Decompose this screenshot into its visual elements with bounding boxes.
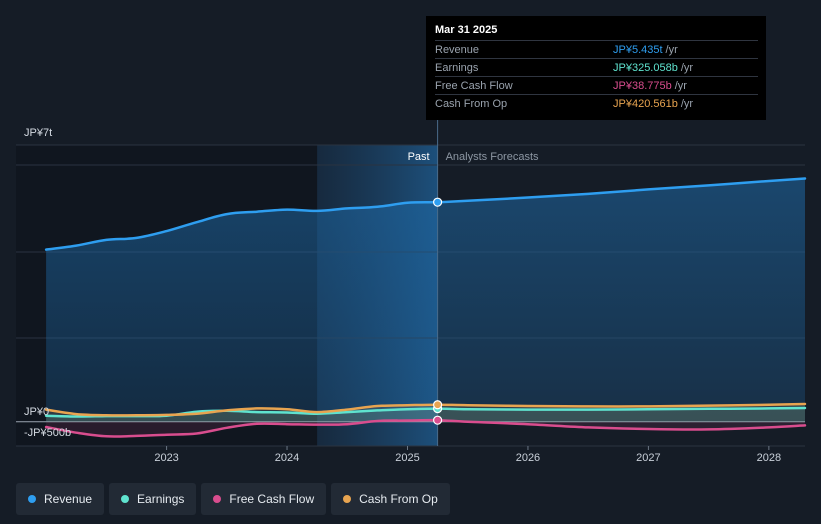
- tooltip-unit: /yr: [680, 97, 694, 110]
- series-area-revenue: [46, 178, 806, 422]
- tooltip-label: Cash From Op: [435, 97, 508, 110]
- series-area-free-cash-flow: [46, 420, 806, 437]
- x-tick-label: 2027: [636, 452, 660, 464]
- tooltip-row-free-cash-flow: Free Cash Flow JP¥38.775b /yr: [435, 76, 758, 94]
- legend-label: Earnings: [137, 492, 185, 506]
- x-tick-label: 2026: [516, 452, 540, 464]
- legend-label: Revenue: [44, 492, 93, 506]
- x-tick-label: 2024: [275, 452, 299, 464]
- chart-canvas: 2023 2024 2025 2026 2027 2028 JP¥7t JP¥0 -JP¥…: [16, 16, 807, 464]
- tooltip-row-revenue: Revenue JP¥5.435t /yr: [435, 40, 758, 58]
- y-axis-negative-label: -JP¥500b: [24, 427, 71, 439]
- x-tick-label: 2023: [154, 452, 178, 464]
- x-axis: 2023 2024 2025 2026 2027 2028: [154, 446, 781, 464]
- tooltip-label: Revenue: [435, 43, 480, 56]
- marker-revenue: [433, 197, 443, 207]
- tooltip-value: JP¥420.561b: [613, 97, 678, 110]
- tooltip-row-cash-from-op: Cash From Op JP¥420.561b /yr: [435, 94, 758, 112]
- marker-free-cash-flow: [433, 415, 443, 425]
- past-label: Past: [408, 151, 430, 163]
- legend-item-revenue[interactable]: Revenue: [16, 483, 105, 515]
- tooltip-unit: /yr: [680, 61, 694, 74]
- tooltip-row-earnings: Earnings JP¥325.058b /yr: [435, 58, 758, 76]
- tooltip-date: Mar 31 2025: [435, 24, 498, 36]
- legend-item-free-cash-flow[interactable]: Free Cash Flow: [201, 483, 327, 515]
- series-line-cash-from-op: [44, 402, 807, 417]
- series-lines: [44, 177, 807, 438]
- tooltip-label: Free Cash Flow: [435, 79, 513, 92]
- legend-dot-icon: [28, 495, 36, 503]
- legend-dot-icon: [343, 495, 352, 503]
- legend-label: Cash From Op: [359, 492, 438, 506]
- marker-cash-from-op: [433, 400, 443, 410]
- legend-label: Free Cash Flow: [229, 492, 315, 506]
- series-line-revenue: [44, 177, 807, 251]
- chart-legend: Revenue Earnings Free Cash Flow Cash Fro…: [16, 483, 450, 515]
- tooltip-value: JP¥38.775b: [613, 79, 672, 92]
- tooltip-unit: /yr: [674, 79, 687, 92]
- y-axis-zero-label: JP¥0: [24, 406, 49, 418]
- tooltip-value: JP¥325.058b: [613, 61, 678, 74]
- y-axis-top-label: JP¥7t: [24, 127, 52, 139]
- tooltip-unit: /yr: [665, 43, 678, 56]
- tooltip-label: Earnings: [435, 61, 479, 74]
- series-line-free-cash-flow: [44, 418, 807, 438]
- legend-item-cash-from-op[interactable]: Cash From Op: [331, 483, 450, 515]
- legend-dot-icon: [121, 495, 130, 503]
- series-markers: [433, 197, 443, 425]
- legend-dot-icon: [213, 495, 222, 503]
- tooltip-value: JP¥5.435t: [613, 43, 663, 56]
- x-tick-label: 2025: [395, 452, 419, 464]
- x-tick-label: 2028: [757, 452, 781, 464]
- forecast-label: Analysts Forecasts: [446, 151, 539, 163]
- data-tooltip: Mar 31 2025 Revenue JP¥5.435t /yr Earnin…: [426, 16, 766, 120]
- legend-item-earnings[interactable]: Earnings: [109, 483, 197, 515]
